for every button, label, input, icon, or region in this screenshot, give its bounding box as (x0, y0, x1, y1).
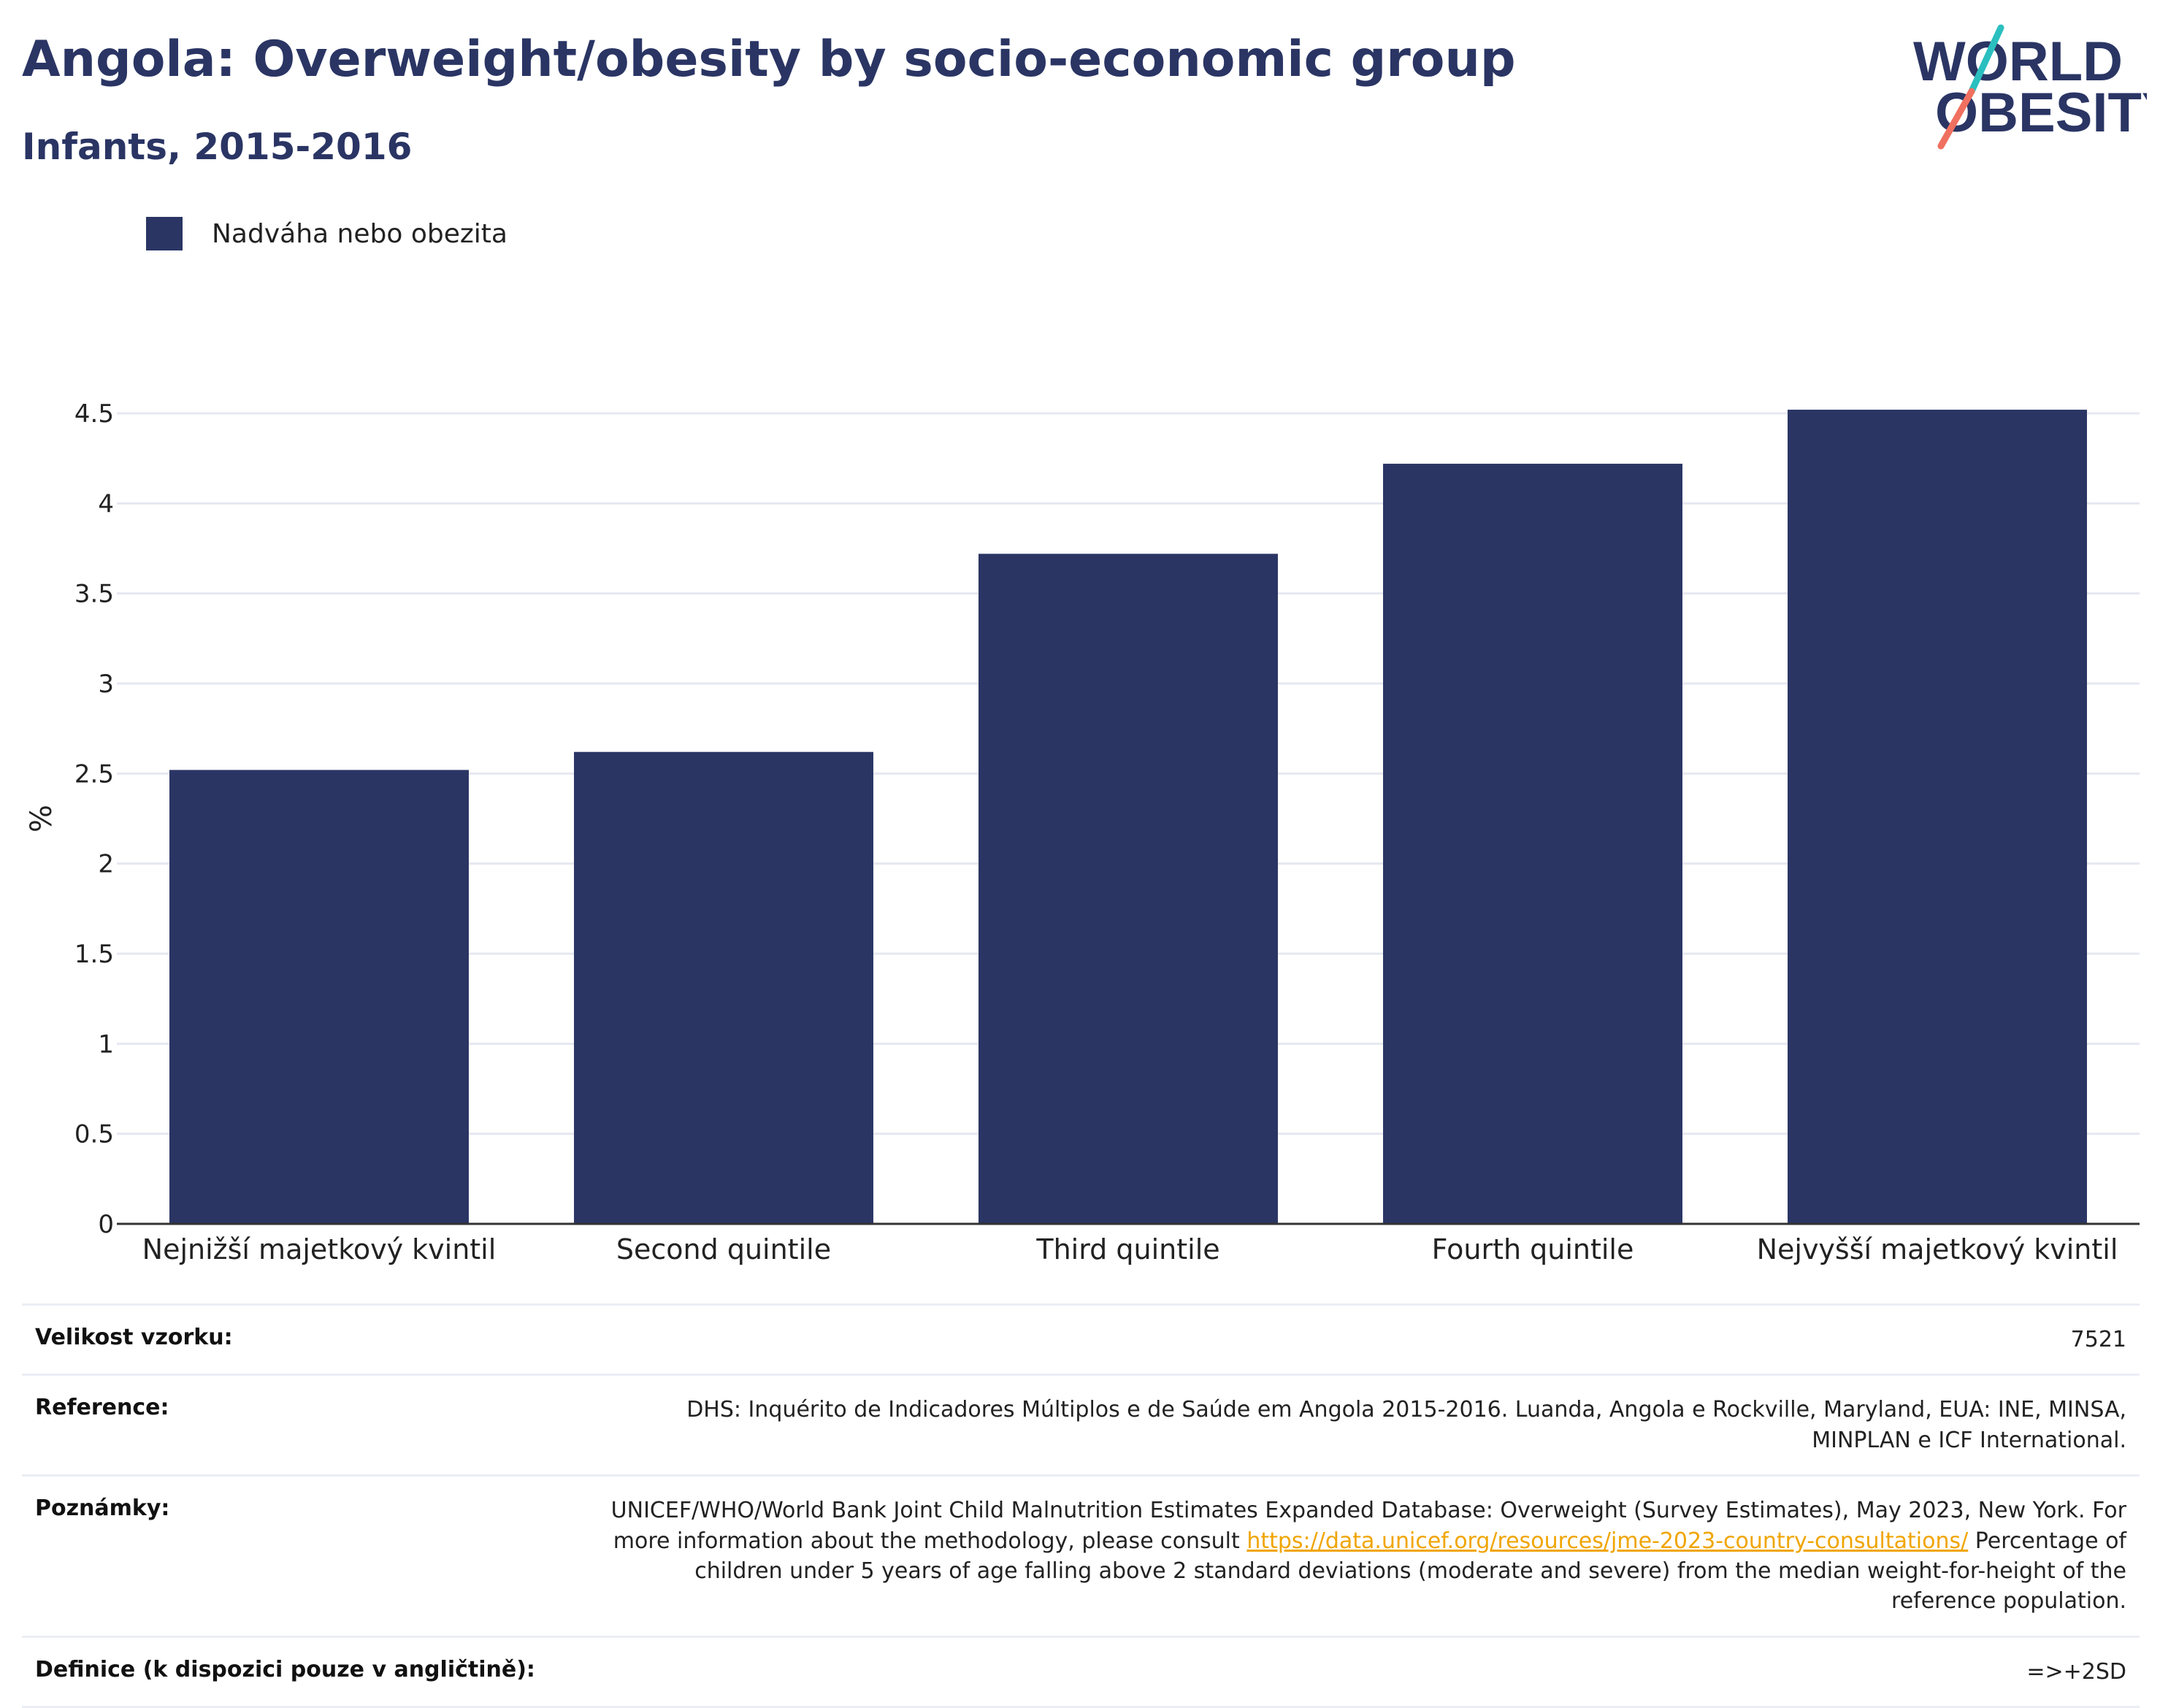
x-tick-label: Third quintile (1035, 1233, 1219, 1265)
bar-chart: 0 0.5 1 1.5 2 2.5 3 3.5 4 4.5 Nejnižší majetkový k… (25, 399, 2140, 1265)
legend-swatch (146, 217, 183, 250)
chart-legend[interactable]: Nadváha nebo obezita (146, 217, 508, 250)
logo-line1: WORLD (1913, 31, 2123, 93)
notes-value: UNICEF/WHO/World Bank Joint Child Malnut… (608, 1496, 2126, 1617)
y-axis-title: % (25, 805, 58, 832)
sample-size-label: Velikost vzorku: (35, 1325, 233, 1350)
logo-slash-teal (1968, 24, 2004, 95)
sample-size-value: 7521 (2070, 1327, 2126, 1352)
bar (978, 554, 1278, 1224)
notes-text-before: UNICEF/WHO/World Bank Joint Child Malnut… (610, 1498, 2126, 1554)
y-tick-label: 0 (98, 1210, 114, 1239)
footer-info-table: Velikost vzorku: 7521 Reference: DHS: In… (22, 1303, 2140, 1708)
world-obesity-logo: WORLD OBESITY (1899, 22, 2160, 153)
y-tick-label: 4 (98, 489, 114, 518)
footer-row-reference: Reference: DHS: Inquérito de Indicadores… (22, 1374, 2140, 1474)
reference-label: Reference: (35, 1395, 169, 1421)
world-obesity-logo-graphic: WORLD OBESITY (1913, 24, 2160, 150)
bar (1383, 464, 1682, 1224)
chart-title: Angola: Overweight/obesity by socio-econ… (22, 31, 1516, 88)
x-tick-label: Nejvyšší majetkový kvintil (1757, 1233, 2118, 1265)
x-tick-label: Fourth quintile (1432, 1233, 1634, 1265)
logo-slash-coral (1937, 88, 1975, 150)
notes-link[interactable]: https://data.unicef.org/resources/jme-20… (1246, 1528, 1969, 1554)
x-tick-label: Second quintile (616, 1233, 831, 1265)
bar (169, 770, 469, 1224)
y-tick-label: 1.5 (74, 940, 114, 969)
notes-label: Poznámky: (35, 1496, 170, 1522)
definition-value: =>+2SD (2026, 1658, 2126, 1685)
y-tick-label: 2 (98, 850, 114, 879)
y-tick-label: 3 (98, 670, 114, 699)
legend-label: Nadváha nebo obezita (212, 218, 508, 249)
y-tick-label: 4.5 (74, 399, 114, 429)
notes-text-after: Percentage of children under 5 years of … (694, 1528, 2126, 1615)
y-tick-label: 0.5 (74, 1120, 114, 1149)
y-tick-label: 3.5 (74, 580, 114, 609)
x-tick-label: Nejnižší majetkový kvintil (142, 1233, 497, 1265)
definition-label: Definice (k dispozici pouze v angličtině… (35, 1656, 535, 1682)
y-tick-label: 2.5 (74, 759, 114, 789)
reference-value: DHS: Inquérito de Indicadores Múltiplos … (686, 1397, 2126, 1453)
footer-row-sample: Velikost vzorku: 7521 (22, 1303, 2140, 1374)
footer-row-notes: Poznámky: UNICEF/WHO/World Bank Joint Ch… (22, 1474, 2140, 1636)
footer-row-definition: Definice (k dispozici pouze v angličtině… (22, 1635, 2140, 1708)
bar (574, 751, 873, 1224)
bar (1788, 410, 2087, 1224)
chart-subtitle: Infants, 2015-2016 (22, 126, 413, 168)
y-tick-label: 1 (98, 1030, 114, 1059)
